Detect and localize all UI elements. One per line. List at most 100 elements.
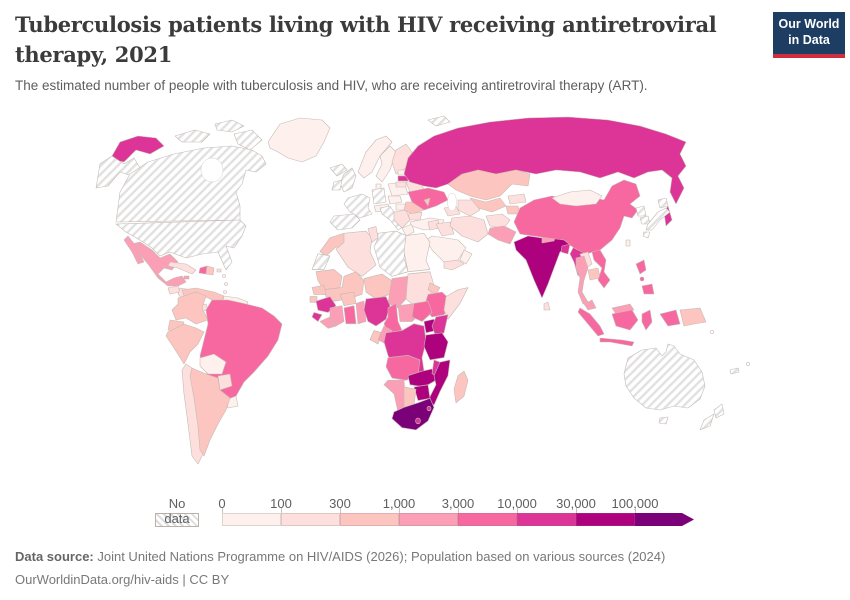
country-togo-benin[interactable] bbox=[355, 300, 367, 325]
country-indonesia-kalimantan[interactable] bbox=[611, 309, 639, 331]
country-senegal[interactable] bbox=[311, 284, 327, 295]
country-usa[interactable] bbox=[115, 219, 247, 271]
country-pakistan[interactable] bbox=[487, 225, 517, 245]
country-mexico[interactable] bbox=[131, 241, 187, 287]
country-papua-new-guinea[interactable] bbox=[679, 307, 707, 327]
country-brazil[interactable] bbox=[199, 299, 283, 401]
country-bolivia[interactable] bbox=[199, 353, 227, 375]
country-ireland[interactable] bbox=[331, 179, 343, 191]
country-russia[interactable] bbox=[403, 116, 687, 205]
country-somalia[interactable] bbox=[443, 287, 469, 320]
country-sierra-leone[interactable] bbox=[311, 312, 323, 322]
country-spain[interactable] bbox=[329, 213, 361, 231]
country-france[interactable] bbox=[343, 193, 373, 219]
country-sweden[interactable] bbox=[375, 145, 397, 183]
country-new-zealand-north[interactable] bbox=[713, 403, 725, 419]
country-moldova[interactable] bbox=[423, 197, 431, 207]
legend-segment[interactable] bbox=[340, 513, 399, 526]
country-algeria[interactable] bbox=[335, 230, 377, 277]
legend-segment[interactable] bbox=[281, 513, 340, 526]
country-germany[interactable] bbox=[371, 187, 387, 205]
country-nigeria[interactable] bbox=[363, 296, 391, 327]
country-norway[interactable] bbox=[357, 135, 393, 179]
country-congo[interactable] bbox=[377, 325, 393, 345]
country-eswatini[interactable] bbox=[426, 405, 432, 412]
country-new-caledonia[interactable] bbox=[729, 367, 740, 375]
legend-segment[interactable] bbox=[517, 513, 576, 526]
no-data-swatch[interactable] bbox=[155, 513, 199, 527]
country-canada[interactable] bbox=[115, 145, 267, 223]
legend-segment[interactable] bbox=[458, 513, 517, 526]
country-bangladesh[interactable] bbox=[560, 243, 571, 255]
country-afghanistan[interactable] bbox=[485, 213, 511, 229]
country-namibia[interactable] bbox=[383, 379, 407, 413]
country-puerto-rico[interactable] bbox=[216, 268, 222, 273]
country-mexico-baja[interactable] bbox=[123, 235, 145, 265]
country-peru[interactable] bbox=[165, 323, 205, 365]
country-dominican-republic[interactable] bbox=[205, 265, 215, 276]
owid-logo[interactable]: Our World in Data bbox=[773, 12, 845, 58]
legend-segment[interactable] bbox=[399, 513, 458, 526]
country-mongolia[interactable] bbox=[551, 189, 603, 207]
country-greenland[interactable] bbox=[267, 117, 331, 163]
country-zimbabwe[interactable] bbox=[413, 384, 431, 401]
country-niger[interactable] bbox=[363, 273, 393, 300]
country-tanzania[interactable] bbox=[423, 332, 449, 361]
country-japan-honshu[interactable] bbox=[645, 207, 671, 231]
country-cuba[interactable] bbox=[167, 261, 197, 275]
country-gabon[interactable] bbox=[369, 330, 383, 345]
country-egypt[interactable] bbox=[403, 233, 431, 273]
country-czechia[interactable] bbox=[387, 195, 403, 205]
country-svalbard[interactable] bbox=[427, 115, 451, 127]
footer-link[interactable]: OurWorldinData.org/hiv-aids bbox=[15, 571, 179, 587]
country-north-korea[interactable] bbox=[635, 205, 647, 217]
country-mozambique[interactable] bbox=[427, 359, 451, 406]
country-taiwan[interactable] bbox=[625, 239, 631, 247]
legend-segment[interactable] bbox=[576, 513, 635, 526]
country-japan-hokkaido[interactable] bbox=[657, 197, 669, 209]
country-iran[interactable] bbox=[449, 215, 489, 243]
country-south-korea[interactable] bbox=[639, 215, 651, 225]
country-russia-chukotka[interactable] bbox=[111, 135, 165, 163]
country-south-africa[interactable] bbox=[391, 397, 435, 431]
country-malaysia-borneo[interactable] bbox=[611, 303, 635, 315]
country-ghana[interactable] bbox=[343, 305, 357, 325]
country-philippines-visayas[interactable] bbox=[639, 276, 645, 282]
country-sri-lanka[interactable] bbox=[543, 301, 551, 311]
country-lesser-antilles2[interactable] bbox=[224, 282, 228, 286]
country-lesser-antilles3[interactable] bbox=[223, 290, 227, 294]
country-philippines-luzon[interactable] bbox=[635, 259, 647, 275]
country-cote-divoire[interactable] bbox=[329, 305, 345, 327]
country-saudi-arabia[interactable] bbox=[425, 235, 467, 263]
country-japan-kyushu[interactable] bbox=[642, 231, 651, 239]
country-cambodia[interactable] bbox=[587, 267, 601, 281]
country-thailand[interactable] bbox=[575, 255, 589, 305]
country-malaysia-peninsula[interactable] bbox=[583, 299, 597, 311]
country-jamaica[interactable] bbox=[183, 275, 190, 280]
country-kazakhstan[interactable] bbox=[447, 169, 531, 201]
country-indonesia-java[interactable] bbox=[599, 337, 635, 347]
country-kyrgyzstan[interactable] bbox=[507, 193, 527, 205]
country-turkmenistan[interactable] bbox=[457, 199, 481, 217]
country-iraq[interactable] bbox=[435, 221, 455, 237]
country-argentina[interactable] bbox=[189, 367, 231, 457]
country-australia-tasmania[interactable] bbox=[658, 416, 669, 425]
country-australia[interactable] bbox=[623, 343, 706, 411]
country-yemen[interactable] bbox=[443, 259, 465, 271]
country-canada-arctic1[interactable] bbox=[174, 129, 211, 143]
country-south-sudan[interactable] bbox=[411, 300, 433, 322]
country-libya[interactable] bbox=[373, 230, 409, 277]
country-indonesia-sumatra[interactable] bbox=[577, 307, 605, 337]
country-canada-baffin[interactable] bbox=[233, 129, 263, 151]
country-solomon-islands[interactable] bbox=[710, 330, 714, 334]
legend-segment[interactable] bbox=[222, 513, 281, 526]
country-canada-arctic2[interactable] bbox=[214, 119, 245, 133]
country-vietnam[interactable] bbox=[591, 249, 611, 289]
country-fiji[interactable] bbox=[746, 362, 750, 366]
country-philippines-mindanao[interactable] bbox=[641, 283, 655, 295]
country-haiti[interactable] bbox=[198, 265, 208, 275]
legend-segment[interactable] bbox=[635, 513, 694, 526]
country-lesser-antilles1[interactable] bbox=[222, 274, 226, 278]
country-new-zealand-south[interactable] bbox=[699, 413, 715, 431]
country-madagascar[interactable] bbox=[453, 370, 469, 404]
